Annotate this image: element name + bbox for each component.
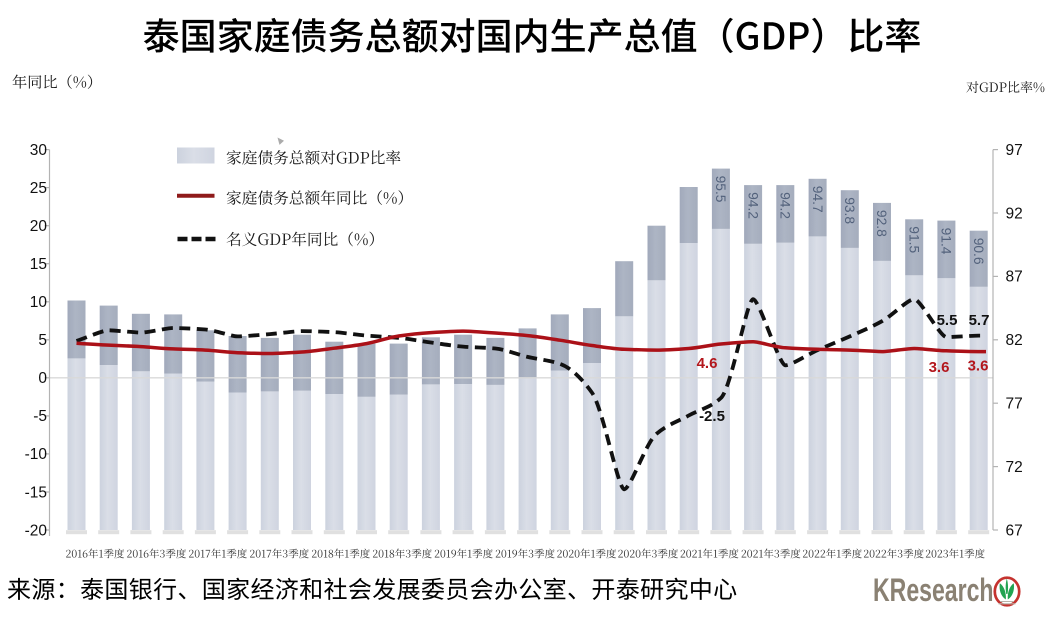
- svg-text:72: 72: [1006, 459, 1023, 476]
- svg-text:5: 5: [38, 332, 47, 349]
- svg-text:90.6: 90.6: [971, 238, 986, 265]
- svg-text:0: 0: [38, 370, 47, 387]
- svg-text:30: 30: [30, 142, 48, 159]
- svg-text:92: 92: [1006, 205, 1023, 222]
- svg-text:5.7: 5.7: [969, 312, 990, 329]
- svg-text:87: 87: [1006, 269, 1023, 286]
- svg-text:94.2: 94.2: [778, 192, 793, 219]
- svg-text:91.4: 91.4: [939, 228, 954, 255]
- svg-text:KResearch: KResearch: [873, 571, 994, 608]
- svg-text:94.2: 94.2: [745, 192, 760, 219]
- svg-text:67: 67: [1006, 522, 1023, 539]
- svg-text:4.6: 4.6: [697, 355, 718, 372]
- svg-text:25: 25: [30, 180, 47, 197]
- svg-text:15: 15: [30, 256, 47, 273]
- svg-text:-15: -15: [25, 484, 47, 501]
- svg-text:92.8: 92.8: [874, 210, 889, 237]
- svg-text:82: 82: [1006, 332, 1023, 349]
- svg-text:20: 20: [30, 218, 48, 235]
- svg-text:3.6: 3.6: [929, 359, 950, 376]
- svg-text:3.6: 3.6: [968, 358, 989, 375]
- svg-text:-2.5: -2.5: [699, 408, 725, 425]
- svg-text:94.7: 94.7: [810, 186, 825, 213]
- svg-text:5.5: 5.5: [937, 312, 958, 329]
- svg-text:93.8: 93.8: [842, 197, 857, 224]
- svg-text:-20: -20: [25, 522, 48, 539]
- svg-text:95.5: 95.5: [713, 176, 728, 203]
- svg-text:-5: -5: [33, 408, 47, 425]
- svg-text:77: 77: [1006, 396, 1023, 413]
- svg-text:-10: -10: [25, 446, 48, 463]
- svg-text:10: 10: [30, 294, 48, 311]
- svg-text:97: 97: [1006, 142, 1023, 159]
- svg-text:91.5: 91.5: [906, 226, 921, 253]
